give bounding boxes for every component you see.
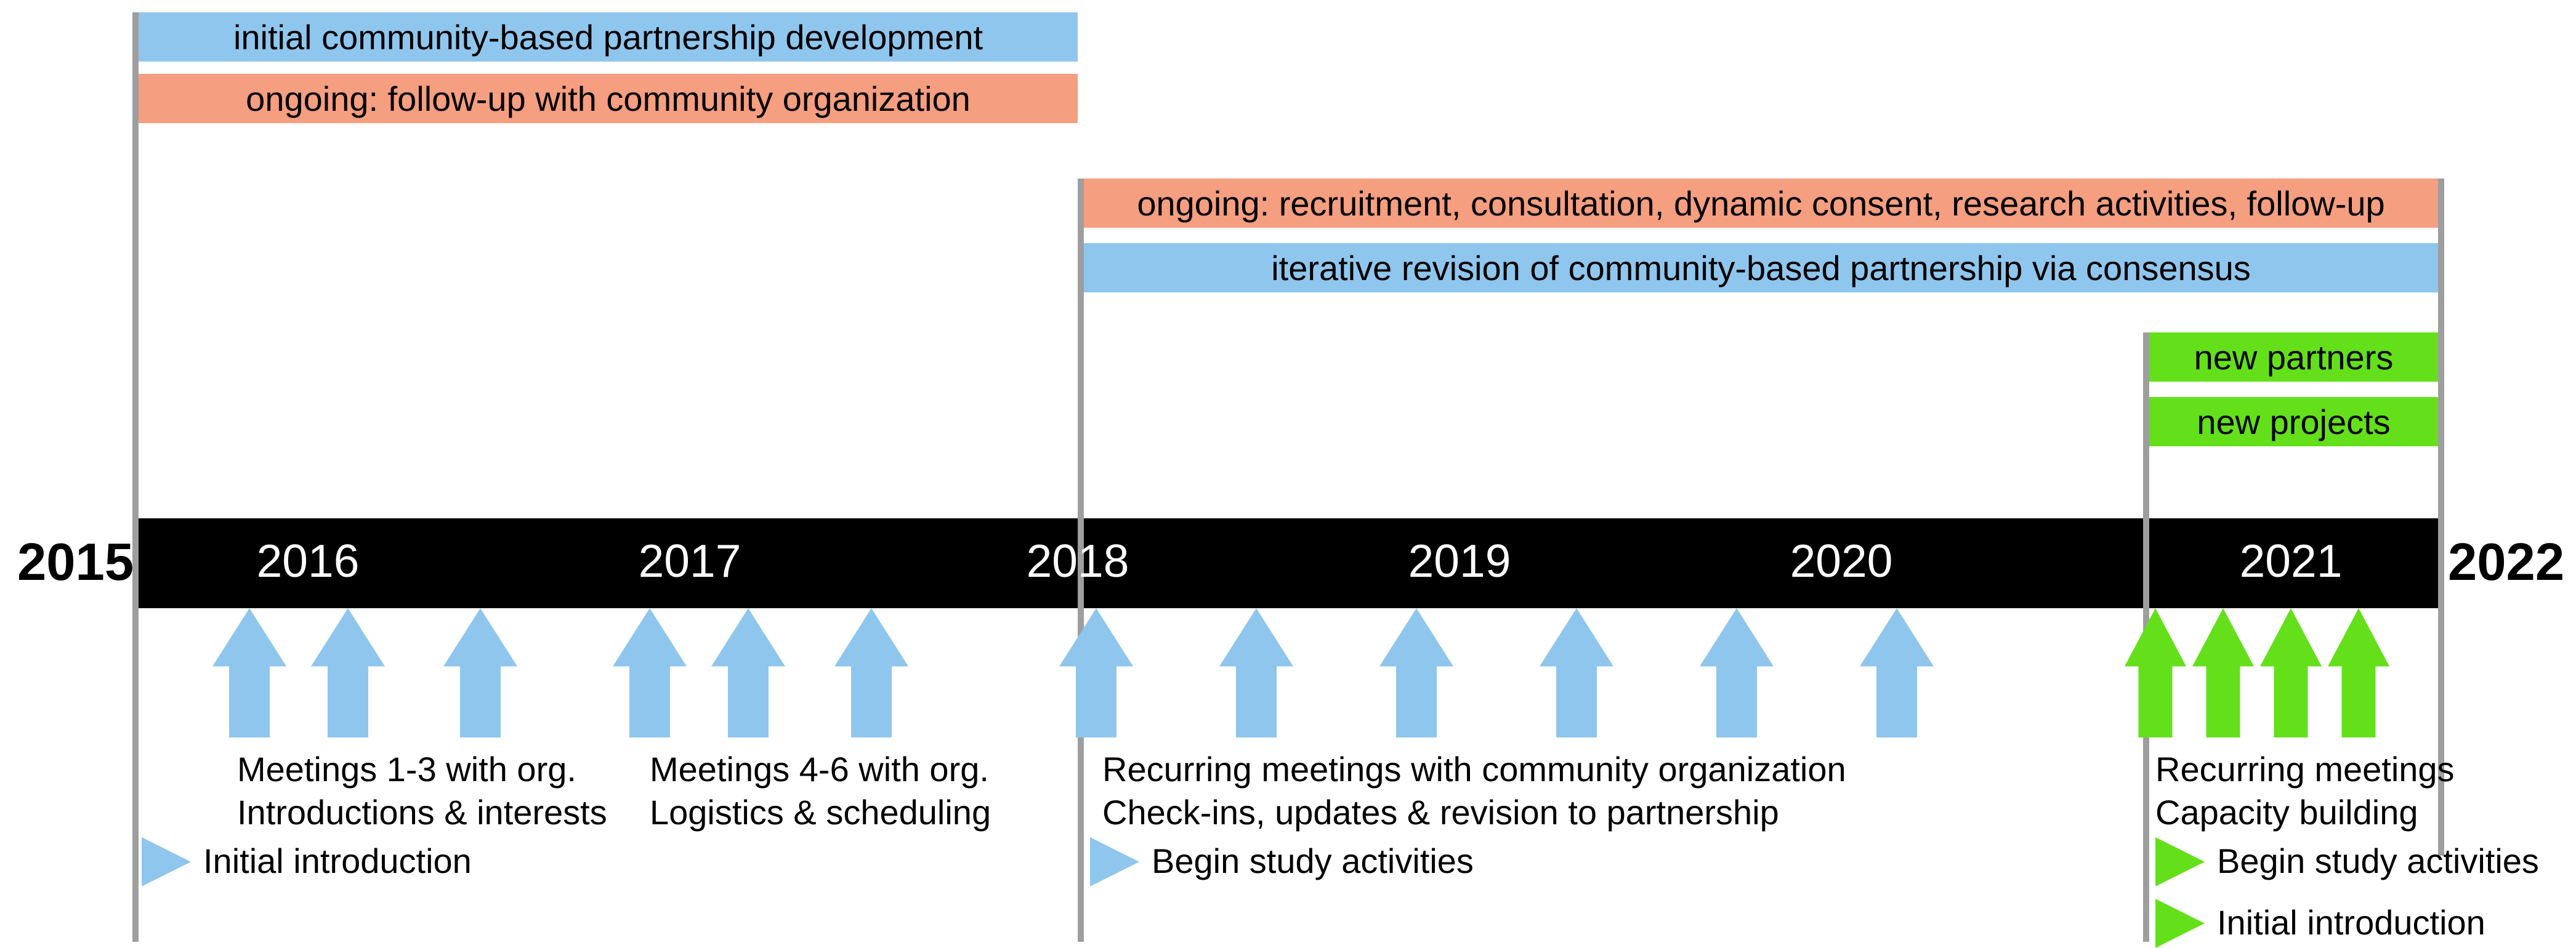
tri-initial-1-icon — [142, 837, 191, 886]
bar-green-2: new projects — [2149, 397, 2438, 446]
tri-begin-1-icon — [1090, 837, 1139, 886]
timeline-canvas: 2015 2022 2016 2017 2018 2019 2020 2021 initial … — [0, 0, 2576, 948]
arrow-blue-10 — [1540, 608, 1613, 737]
caption-meetings-4-6-line-2: Logistics & scheduling — [650, 791, 991, 834]
arrow-blue-9 — [1379, 608, 1453, 737]
arrow-green-4 — [2328, 608, 2389, 737]
arrow-blue-12 — [1860, 608, 1934, 737]
tri-begin-2-label: Begin study activities — [2217, 841, 2539, 881]
year-label-2020: 2020 — [1790, 534, 1893, 587]
arrow-blue-6 — [834, 608, 908, 737]
caption-recurring-2-line-2: Capacity building — [2155, 791, 2455, 834]
bar-salmon-1: ongoing: follow-up with community organi… — [139, 74, 1078, 123]
bar-green-2-label: new projects — [2197, 402, 2390, 442]
arrow-blue-7 — [1059, 608, 1133, 737]
bar-blue-2-label: iterative revision of community-based pa… — [1271, 248, 2251, 288]
caption-meetings-1-3-line-2: Introductions & interests — [237, 791, 607, 834]
caption-meetings-4-6: Meetings 4-6 with org.Logistics & schedu… — [650, 748, 991, 834]
bar-salmon-2: ongoing: recruitment, consultation, dyna… — [1084, 179, 2438, 228]
caption-recurring-2: Recurring meetingsCapacity building — [2155, 748, 2455, 834]
year-label-2022: 2022 — [2448, 532, 2564, 593]
year-label-2019: 2019 — [1408, 534, 1511, 587]
tri-initial-2-icon — [2155, 899, 2205, 948]
tri-begin-1-label: Begin study activities — [1152, 841, 1474, 881]
arrow-green-3 — [2260, 608, 2322, 737]
bar-blue-2: iterative revision of community-based pa… — [1084, 243, 2438, 292]
rule-2015 — [132, 12, 139, 942]
year-label-2017: 2017 — [639, 534, 741, 587]
year-label-2018: 2018 — [1027, 534, 1129, 587]
arrow-blue-8 — [1219, 608, 1293, 737]
bar-blue-1: initial community-based partnership deve… — [139, 12, 1078, 62]
arrow-blue-3 — [443, 608, 517, 737]
caption-recurring-1: Recurring meetings with community organi… — [1102, 748, 1846, 834]
year-label-2021: 2021 — [2240, 534, 2343, 587]
arrow-blue-1 — [212, 608, 286, 737]
caption-meetings-4-6-line-1: Meetings 4-6 with org. — [650, 748, 991, 791]
arrow-green-1 — [2125, 608, 2186, 737]
year-label-2016: 2016 — [257, 534, 360, 587]
bar-green-1-label: new partners — [2194, 337, 2394, 377]
arrow-blue-5 — [711, 608, 785, 737]
bar-green-1: new partners — [2149, 332, 2438, 382]
caption-recurring-1-line-1: Recurring meetings with community organi… — [1102, 748, 1846, 791]
caption-meetings-1-3: Meetings 1-3 with org.Introductions & in… — [237, 748, 607, 834]
tri-initial-2-label: Initial introduction — [2217, 902, 2485, 942]
year-label-2015: 2015 — [17, 532, 134, 593]
tri-initial-1-label: Initial introduction — [203, 841, 472, 881]
arrow-blue-2 — [311, 608, 385, 737]
caption-meetings-1-3-line-1: Meetings 1-3 with org. — [237, 748, 607, 791]
arrow-blue-4 — [613, 608, 687, 737]
arrow-green-2 — [2192, 608, 2254, 737]
caption-recurring-1-line-2: Check-ins, updates & revision to partner… — [1102, 791, 1846, 834]
timeline-axis — [132, 518, 2444, 608]
bar-salmon-1-label: ongoing: follow-up with community organi… — [246, 79, 971, 119]
bar-salmon-2-label: ongoing: recruitment, consultation, dyna… — [1137, 183, 2384, 223]
tri-begin-2-icon — [2155, 837, 2205, 886]
bar-blue-1-label: initial community-based partnership deve… — [233, 17, 983, 57]
arrow-blue-11 — [1700, 608, 1774, 737]
caption-recurring-2-line-1: Recurring meetings — [2155, 748, 2455, 791]
